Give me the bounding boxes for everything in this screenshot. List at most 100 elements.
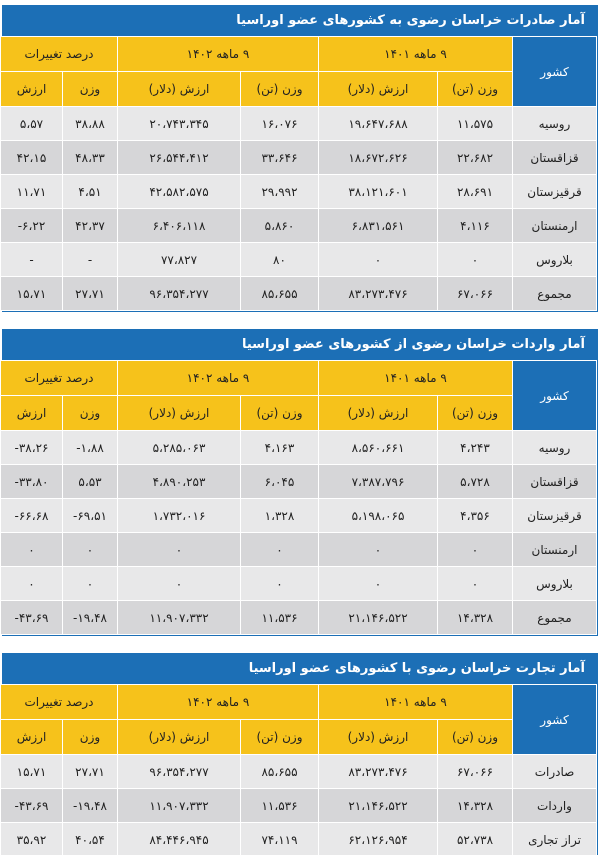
row-label: تراز تجاری xyxy=(512,822,597,855)
header-row: وزن (تن) ارزش (دلار) وزن (تن) ارزش (دلار) وز… xyxy=(0,71,596,107)
cell-value: ۴۲،۱۵ xyxy=(0,140,64,175)
cell-value: ۳۸،۸۸ xyxy=(62,106,118,141)
cell-value: ۰ xyxy=(437,566,513,601)
cell-value: ۰ xyxy=(240,566,319,601)
sub-header: وزن (تن) xyxy=(437,395,513,431)
row-label: بلاروس xyxy=(512,566,597,601)
cell-value: -۱۹،۴۸ xyxy=(62,600,118,635)
cell-value: ۰ xyxy=(437,242,513,277)
sub-header: وزن (تن) xyxy=(437,719,513,755)
row-label: واردات xyxy=(512,788,597,823)
cell-value: ۶۷،۰۶۶ xyxy=(437,276,513,311)
cell-value: ۴،۳۵۶ xyxy=(437,498,513,533)
cell-value: ۱۱،۷۱ xyxy=(0,174,64,209)
group-header: ۹ ماهه ۱۴۰۱ xyxy=(318,684,513,720)
cell-value: ۹۶،۳۵۴،۲۷۷ xyxy=(117,276,241,311)
cell-value: ۴۲،۵۸۲،۵۷۵ xyxy=(117,174,241,209)
cell-value: ۸۳،۲۷۳،۴۷۶ xyxy=(318,754,438,789)
group-header: ۹ ماهه ۱۴۰۲ xyxy=(117,36,319,72)
data-row: قزاقستان ۲۲،۶۸۲ ۱۸،۶۷۲،۶۲۶ ۳۳،۶۴۶ ۲۶،۵۴۴،۴۱۲… xyxy=(0,140,597,175)
data-row: قرقیزستان ۴،۳۵۶ ۵،۱۹۸،۰۶۵ ۱،۳۲۸ ۱،۷۳۲،۰۱۶ -۶۹… xyxy=(0,498,597,533)
cell-value: ۴،۲۴۳ xyxy=(437,430,513,465)
group-header: ۹ ماهه ۱۴۰۱ xyxy=(318,36,513,72)
cell-value: ۴۰،۵۴ xyxy=(62,822,118,855)
cell-value: ۱۸،۶۷۲،۶۲۶ xyxy=(318,140,438,175)
cell-value: -۶،۲۲ xyxy=(0,208,64,243)
group-header: ۹ ماهه ۱۴۰۲ xyxy=(117,684,319,720)
cell-value: ۱،۷۳۲،۰۱۶ xyxy=(117,498,241,533)
cell-value: ۱۵،۷۱ xyxy=(0,754,64,789)
data-row: بلاروس ۰ ۰ ۰ ۰ ۰ ۰ xyxy=(0,566,597,601)
cell-value: ۰ xyxy=(318,566,438,601)
header-row: کشور ۹ ماهه ۱۴۰۱ ۹ ماهه ۱۴۰۲ درصد تغییرات xyxy=(0,36,597,107)
cell-value: ۲۶،۵۴۴،۴۱۲ xyxy=(117,140,241,175)
cell-value: ۲۱،۱۴۶،۵۲۲ xyxy=(318,600,438,635)
cell-value: ۱۱،۹۰۷،۳۳۲ xyxy=(117,600,241,635)
cell-value: ۵۲،۷۳۸ xyxy=(437,822,513,855)
table-block: آمار تجارت خراسان رضوی با کشورهای عضو او… xyxy=(0,653,598,855)
cell-value: ۰ xyxy=(437,532,513,567)
cell-value: ۰ xyxy=(0,532,64,567)
data-row: تراز تجاری ۵۲،۷۳۸ ۶۲،۱۲۶،۹۵۴ ۷۴،۱۱۹ ۸۴،۴۴۶،۹… xyxy=(0,822,597,855)
sub-header: ارزش (دلار) xyxy=(117,395,241,431)
cell-value: ۳۳،۶۴۶ xyxy=(240,140,319,175)
cell-value: ۰ xyxy=(318,532,438,567)
data-table: کشور ۹ ماهه ۱۴۰۱ ۹ ماهه ۱۴۰۲ درصد تغییرات وز… xyxy=(0,684,597,855)
cell-value: ۰ xyxy=(117,566,241,601)
sub-header: وزن xyxy=(62,395,118,431)
table-block: آمار واردات خراسان رضوی از کشورهای عضو ا… xyxy=(0,329,598,636)
data-row: بلاروس ۰ ۰ ۸۰ ۷۷،۸۲۷- - xyxy=(0,242,597,277)
row-label: مجموع xyxy=(512,276,597,311)
cell-value: ۸۰ xyxy=(240,242,319,277)
cell-value: ۲۹،۹۹۲ xyxy=(240,174,319,209)
cell-value: ۱۱،۵۷۵ xyxy=(437,106,513,141)
sub-header: ارزش xyxy=(0,395,64,431)
data-table: کشور ۹ ماهه ۱۴۰۱ ۹ ماهه ۱۴۰۲ درصد تغییرات وز… xyxy=(0,360,597,635)
table-block: آمار صادرات خراسان رضوی به کشورهای عضو ا… xyxy=(0,5,598,312)
cell-value: ۵،۷۲۸ xyxy=(437,464,513,499)
data-row: روسیه ۴،۲۴۳ ۸،۵۶۰،۶۶۱ ۴،۱۶۳ ۵،۲۸۵،۰۶۳ -۱،۸۸ -۳… xyxy=(0,430,597,465)
cell-value: ۹۶،۳۵۴،۲۷۷ xyxy=(117,754,241,789)
sub-header: وزن (تن) xyxy=(240,395,319,431)
cell-value: ۳۵،۹۲ xyxy=(0,822,64,855)
row-label: روسیه xyxy=(512,106,597,141)
sub-header: ارزش (دلار) xyxy=(318,395,438,431)
sub-header: وزن (تن) xyxy=(240,719,319,755)
cell-value: ۱۱،۵۳۶ xyxy=(240,788,319,823)
data-row: قزاقستان ۵،۷۲۸ ۷،۳۸۷،۷۹۶ ۶،۰۴۵ ۴،۸۹۰،۲۵۳ ۵،۵۳… xyxy=(0,464,597,499)
cell-value: ۴،۱۱۶ xyxy=(437,208,513,243)
header-row: وزن (تن) ارزش (دلار) وزن (تن) ارزش (دلار) وز… xyxy=(0,395,596,431)
cell-value: ۸۳،۲۷۳،۴۷۶ xyxy=(318,276,438,311)
row-label: ارمنستان xyxy=(512,532,597,567)
cell-value: ۸۵،۶۵۵ xyxy=(240,276,319,311)
cell-value: ۰ xyxy=(240,532,319,567)
cell-value: ۱،۳۲۸ xyxy=(240,498,319,533)
table-title: آمار صادرات خراسان رضوی به کشورهای عضو ا… xyxy=(3,6,597,36)
sub-header: ارزش (دلار) xyxy=(117,71,241,107)
cell-value: ۷۷،۸۲۷ xyxy=(117,242,241,277)
country-header: کشور xyxy=(512,36,597,107)
cell-value: ۱۹،۶۴۷،۶۸۸ xyxy=(318,106,438,141)
data-table: کشور ۹ ماهه ۱۴۰۱ ۹ ماهه ۱۴۰۲ درصد تغییرات وز… xyxy=(0,36,597,311)
cell-value: ۵،۸۶۰ xyxy=(240,208,319,243)
cell-value: ۰ xyxy=(0,566,64,601)
country-header: کشور xyxy=(512,684,597,755)
row-label: صادرات xyxy=(512,754,597,789)
cell-value: ۰ xyxy=(318,242,438,277)
data-row: ارمنستان ۴،۱۱۶ ۶،۸۳۱،۵۶۱ ۵،۸۶۰ ۶،۴۰۶،۱۱۸ ۴۲،۳… xyxy=(0,208,597,243)
cell-value: ۷۴،۱۱۹ xyxy=(240,822,319,855)
cell-value: ۰ xyxy=(62,566,118,601)
sub-header: ارزش xyxy=(0,71,64,107)
header-row: وزن (تن) ارزش (دلار) وزن (تن) ارزش (دلار) وز… xyxy=(0,719,596,755)
data-row: مجموع ۶۷،۰۶۶ ۸۳،۲۷۳،۴۷۶ ۸۵،۶۵۵ ۹۶،۳۵۴،۲۷۷ ۲۷،… xyxy=(0,276,597,311)
sub-header: ارزش (دلار) xyxy=(117,719,241,755)
cell-value: -۱۹،۴۸ xyxy=(62,788,118,823)
cell-value: ۸۵،۶۵۵ xyxy=(240,754,319,789)
cell-value: -۳۸،۲۶ xyxy=(0,430,64,465)
data-row: روسیه ۱۱،۵۷۵ ۱۹،۶۴۷،۶۸۸ ۱۶،۰۷۶ ۲۰،۷۴۳،۳۴۵ ۳۸،… xyxy=(0,106,597,141)
cell-value: ۲۱،۱۴۶،۵۲۲ xyxy=(318,788,438,823)
cell-value: ۱۵،۷۱ xyxy=(0,276,64,311)
sub-header: وزن (تن) xyxy=(240,71,319,107)
cell-value: ۴،۸۹۰،۲۵۳ xyxy=(117,464,241,499)
